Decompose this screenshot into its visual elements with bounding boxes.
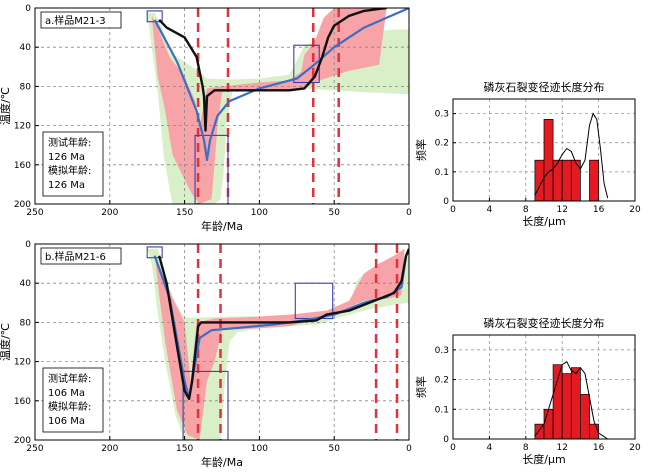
thermal-b-y-tick-label: 120 <box>14 358 31 368</box>
thermal-b-x-tick-label: 150 <box>176 444 193 454</box>
histogram-a-bar <box>561 159 572 202</box>
histogram-a-y-tick-label: 0.1 <box>435 168 449 178</box>
histogram-b-x-tick-label: 0 <box>450 443 456 453</box>
histogram-b-title: 磷灰石裂变径迹长度分布 <box>484 316 605 330</box>
histogram-b-y-tick-label: 0 <box>443 435 449 445</box>
histogram-a-x-tick-label: 12 <box>556 205 567 215</box>
histogram-a-frame <box>452 98 636 202</box>
thermal-a-good-envelope <box>151 8 387 204</box>
thermal-b-x-axis-label: 年龄/Ma <box>201 455 243 469</box>
histogram-b-x-tick-label: 20 <box>629 443 641 453</box>
thermal-b-frame <box>34 243 410 441</box>
thermal-b-x-tick-label: 200 <box>101 444 118 454</box>
histogram-b-x-tick-label: 4 <box>487 443 493 453</box>
thermal-b-y-tick-label: 160 <box>14 397 31 407</box>
thermal-a-y-axis-label: 温度/℃ <box>0 87 12 125</box>
histogram-a-x-tick-label: 8 <box>523 205 529 215</box>
thermal-a-x-tick-label: 100 <box>251 208 268 218</box>
histogram-a-y-axis-label: 频率 <box>414 139 428 161</box>
thermal-a-age-box <box>42 131 104 197</box>
thermal-b-panel-label: b.样品M21-6 <box>45 250 106 263</box>
thermal-a-y-tick-label: 80 <box>20 82 32 92</box>
thermal-a-age-annotation-line: 模拟年龄: <box>48 164 91 177</box>
histogram-a-model-curve <box>534 112 609 199</box>
histogram-b-y-tick-label: 0.1 <box>435 405 449 415</box>
thermal-b-best-fit-path <box>158 248 409 400</box>
histogram-b-y-axis-label: 频率 <box>414 376 428 398</box>
thermal-b-acceptable-envelope <box>147 248 409 440</box>
histogram-b-x-tick-label: 12 <box>556 443 567 453</box>
thermal-a-x-tick-label: 0 <box>406 208 412 218</box>
thermal-a-best-fit-path <box>158 8 387 132</box>
histogram-a-y-tick-label: 0.2 <box>435 139 449 149</box>
thermal-b-age-annotation-line: 测试年龄: <box>48 372 91 385</box>
histogram-b-x-tick-label: 8 <box>523 443 529 453</box>
histogram-b-frame <box>452 334 636 440</box>
thermal-a-y-tick-label: 160 <box>14 161 31 171</box>
thermal-b-y-tick-label: 0 <box>25 240 31 250</box>
histogram-a-bar <box>589 159 599 202</box>
histogram-a-x-tick-label: 0 <box>450 205 456 215</box>
thermal-b-y-axis-label: 温度/℃ <box>0 323 12 361</box>
thermal-b-y-tick-label: 80 <box>20 318 32 328</box>
histogram-a-title: 磷灰石裂变径迹长度分布 <box>484 80 605 94</box>
histogram-b-bar <box>589 423 599 440</box>
panel-a-thermal-history: 250 200 150 100 50 004080120160200年龄/Ma温度/℃a.… <box>0 4 412 233</box>
thermal-b-age-box <box>42 367 104 433</box>
panel-b-thermal-history: 250 200 150 100 50 004080120160200年龄/Ma温度/℃b.… <box>0 240 412 469</box>
thermal-a-y-tick-label: 120 <box>14 122 31 132</box>
thermal-b-x-tick-label: 50 <box>328 444 340 454</box>
histogram-b-bar <box>561 373 572 440</box>
thermal-a-panel-label-box <box>40 11 122 29</box>
thermal-a-weighted-mean-path <box>153 8 409 161</box>
histogram-a-x-tick-label: 4 <box>487 205 493 215</box>
histogram-a-bar <box>552 159 563 202</box>
thermal-b-x-tick-label: 250 <box>26 444 43 454</box>
histogram-b-y-tick-label: 0.2 <box>435 376 449 386</box>
thermal-b-age-annotation-line: 106 Ma <box>48 416 85 427</box>
histogram-b-x-tick-label: 16 <box>593 443 605 453</box>
histogram-b-y-tick-label: 0.3 <box>435 346 449 356</box>
thermal-b-x-tick-label: 0 <box>406 444 412 454</box>
thermal-a-x-axis-label: 年龄/Ma <box>201 219 243 233</box>
thermal-a-age-annotation-line: 126 Ma <box>48 180 85 191</box>
histogram-b-model-curve <box>534 360 608 440</box>
thermal-a-x-tick-label: 50 <box>328 208 340 218</box>
thermal-a-y-tick-label: 0 <box>25 4 31 14</box>
histogram-b-bar <box>570 367 581 440</box>
histogram-a-y-tick-label: 0 <box>443 197 449 207</box>
thermal-a-y-tick-label: 40 <box>20 43 32 53</box>
thermal-b-y-tick-label: 40 <box>20 279 32 289</box>
thermal-b-age-annotation-line: 模拟年龄: <box>48 400 91 413</box>
histogram-b-bar <box>543 408 554 440</box>
histogram-a-bar <box>570 159 581 202</box>
thermal-a-frame <box>34 7 410 205</box>
histogram-b-bar <box>552 364 563 440</box>
histogram-a-x-axis-label: 长度/μm <box>522 214 565 228</box>
thermal-a-age-annotation-line: 126 Ma <box>48 152 85 163</box>
thermal-a-x-tick-label: 250 <box>26 208 43 218</box>
thermal-b-x-tick-label: 100 <box>251 444 268 454</box>
histogram-b-bar <box>580 394 590 440</box>
thermal-b-good-envelope <box>154 248 405 440</box>
histogram-a-bar <box>543 119 554 202</box>
thermal-a-x-tick-label: 150 <box>176 208 193 218</box>
thermal-a-plot-area <box>35 8 409 204</box>
histogram-a-y-tick-label: 0.3 <box>435 110 449 120</box>
thermal-a-age-annotation-line: 测试年龄: <box>48 136 91 149</box>
histogram-a-x-tick-label: 20 <box>629 205 641 215</box>
thermal-b-y-tick-label: 200 <box>14 436 31 446</box>
thermal-b-age-annotation-line: 106 Ma <box>48 388 85 399</box>
histogram-b-x-axis-label: 长度/μm <box>522 452 565 466</box>
thermal-a-panel-label: a.样品M21-3 <box>45 14 106 27</box>
thermal-b-panel-label-box <box>40 247 122 265</box>
thermal-a-x-tick-label: 200 <box>101 208 118 218</box>
thermal-a-y-tick-label: 200 <box>14 200 31 210</box>
histogram-a-x-tick-label: 16 <box>593 205 605 215</box>
